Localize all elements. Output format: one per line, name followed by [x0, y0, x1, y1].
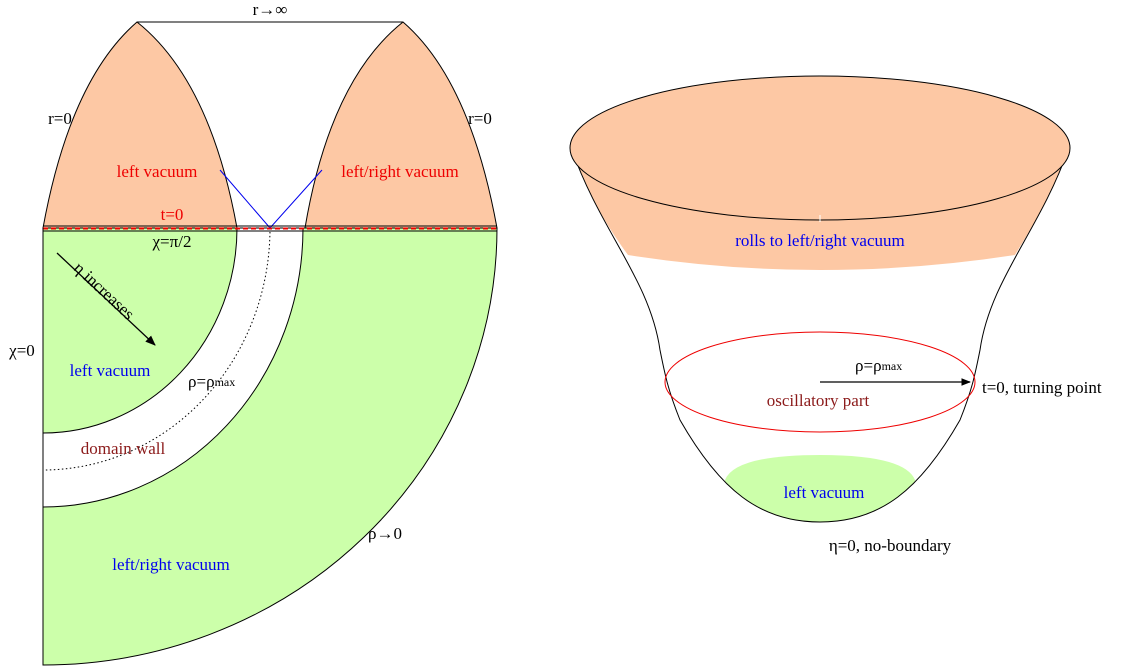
right-lobe [304, 21, 498, 229]
label: χ=0 [8, 341, 35, 360]
label: oscillatory part [767, 391, 870, 410]
label: left/right vacuum [341, 162, 459, 181]
left-lobe [42, 21, 238, 229]
turning-ring [664, 331, 976, 433]
dotted-arc [42, 227, 271, 471]
label: χ=π/2 [152, 232, 192, 251]
label: ρ=ρ [188, 372, 215, 391]
label: max [215, 375, 236, 389]
top-rim [569, 75, 1071, 221]
label: t=0, turning point [982, 378, 1102, 397]
label: r→∞ [253, 0, 288, 19]
bowl-outline [571, 149, 1069, 523]
label: ρ=ρ [855, 356, 882, 375]
label: ρ→0 [368, 524, 402, 543]
label: t=0 [161, 205, 184, 224]
label: left/right vacuum [112, 555, 230, 574]
eta-arrow [56, 252, 156, 346]
bottom-green [725, 455, 915, 522]
label: η=0, no-boundary [829, 536, 952, 555]
right-diagram: rolls to left/right vacuum ρ=ρmax oscill… [569, 75, 1102, 555]
label: rolls to left/right vacuum [735, 231, 905, 250]
label: r=0 [468, 109, 492, 128]
label: left vacuum [70, 361, 151, 380]
left-diagram: r→∞ r=0 r=0 left vacuum left/right vacuu… [8, 0, 498, 666]
label: ρ=ρmax [188, 372, 235, 391]
label: max [882, 359, 903, 373]
label: left vacuum [117, 162, 198, 181]
label: left vacuum [784, 483, 865, 502]
label: domain wall [81, 439, 166, 458]
label: r=0 [48, 109, 72, 128]
label: ρ=ρmax [855, 356, 902, 375]
